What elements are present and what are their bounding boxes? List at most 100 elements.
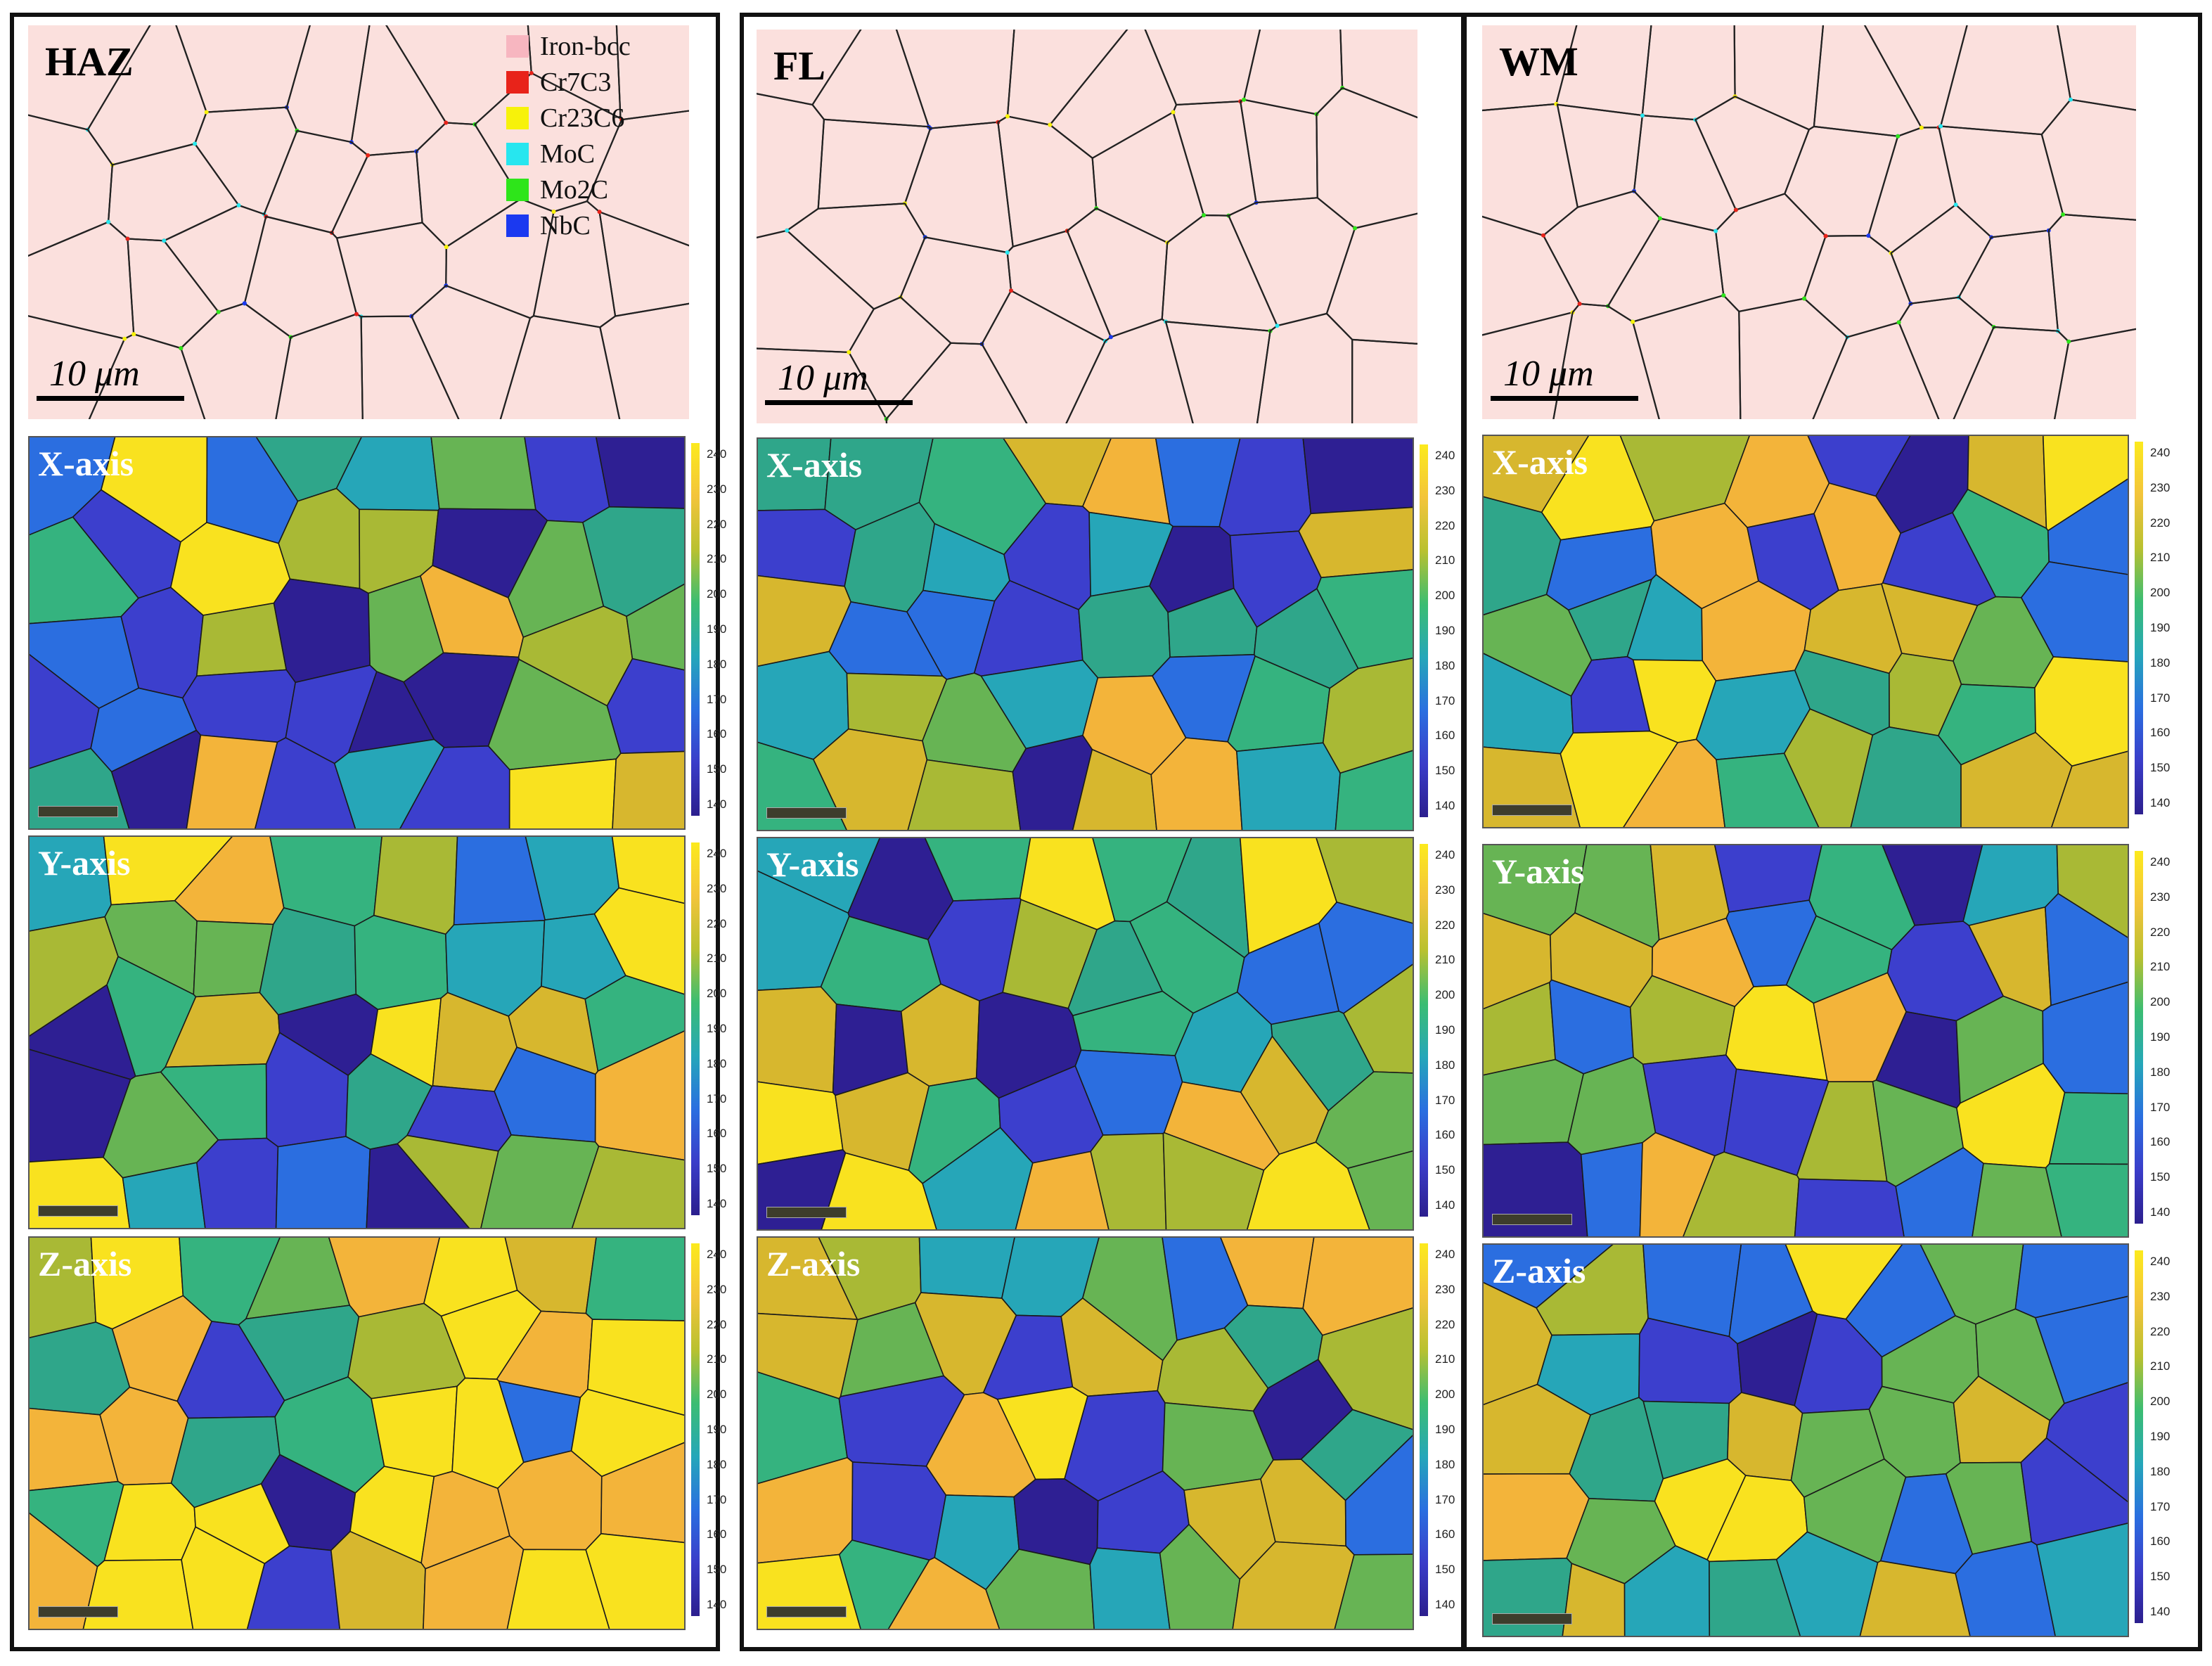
ipf-map-wm-z-axis: Z-axis xyxy=(1482,1243,2129,1637)
colorbar-tick-label: 240 xyxy=(707,1247,727,1261)
grain xyxy=(1346,1151,1413,1229)
grain xyxy=(1727,1392,1803,1481)
grain xyxy=(181,669,297,743)
precipitate-dot xyxy=(354,312,359,316)
grain xyxy=(585,1238,684,1321)
legend-swatch xyxy=(506,142,529,165)
colorbar-tick-label: 180 xyxy=(1435,658,1455,672)
mini-scale-bar xyxy=(38,1205,118,1217)
colorbar: 240 230 220 210 200 190 180 170 160 150 140 xyxy=(691,1243,726,1616)
ipf-map-fl-z-axis: Z-axis xyxy=(757,1236,1414,1630)
colorbar-tick-label: 200 xyxy=(707,1388,727,1402)
grain xyxy=(2044,892,2128,1006)
scale-bar-line xyxy=(1491,396,1638,401)
grain-boundary xyxy=(180,302,292,419)
grain xyxy=(2045,1163,2128,1236)
grain-boundary xyxy=(1227,197,1356,327)
colorbar: 240 230 220 210 200 190 180 170 160 150 140 xyxy=(2135,442,2170,814)
grain xyxy=(1089,1547,1171,1629)
colorbar-tick-label: 220 xyxy=(707,1317,727,1331)
colorbar-gradient xyxy=(691,842,700,1215)
colorbar-tick-label: 140 xyxy=(1435,1198,1455,1212)
grain-boundary xyxy=(28,221,135,340)
colorbar-tick-label: 170 xyxy=(1435,1492,1455,1506)
colorbar-gradient xyxy=(691,1243,700,1616)
legend-label: Iron-bcc xyxy=(540,31,631,61)
scale-bar-label: 10 μm xyxy=(49,354,140,394)
colorbar-tick-label: 230 xyxy=(707,881,727,895)
phase-map-haz: HAZ 10 μm xyxy=(28,25,689,419)
precipitate-dot xyxy=(1713,229,1718,233)
grain xyxy=(1316,569,1413,669)
colorbar-ticks: 240 230 220 210 200 190 180 170 160 150 140 xyxy=(707,842,735,1215)
precipitate-dot xyxy=(2068,97,2073,102)
colorbar-tick-label: 230 xyxy=(2150,1289,2171,1303)
grain-boundary xyxy=(1890,203,1993,305)
axis-label: Z-axis xyxy=(1492,1251,1586,1290)
axis-label: Z-axis xyxy=(766,1244,861,1283)
legend-item: NbC xyxy=(506,207,675,243)
precipitate-dot xyxy=(1275,323,1280,328)
grain xyxy=(2051,750,2128,827)
precipitate-dot xyxy=(1577,302,1582,306)
ipf-grain-map xyxy=(30,437,684,828)
grain xyxy=(606,658,684,755)
grain-boundary xyxy=(1006,229,1112,342)
colorbar-ticks: 240 230 220 210 200 190 180 170 160 150 140 xyxy=(707,443,735,816)
mini-scale-bar xyxy=(1492,1613,1572,1625)
precipitate-dot xyxy=(122,336,127,341)
precipitate-dot xyxy=(125,236,130,241)
precipitate-dot xyxy=(551,210,556,214)
grain xyxy=(2045,1382,2128,1503)
ipf-map-wm-x-axis: X-axis xyxy=(1482,435,2129,828)
colorbar-tick-label: 160 xyxy=(2150,1534,2171,1549)
colorbar-tick-label: 240 xyxy=(707,447,727,461)
scale-bar: 10 μm xyxy=(765,357,913,405)
precipitate-dot xyxy=(242,301,247,306)
legend-label: Cr23C6 xyxy=(540,103,625,133)
colorbar-tick-label: 200 xyxy=(1435,589,1455,603)
grain-boundary xyxy=(811,30,930,128)
precipitate-dot xyxy=(1733,207,1738,212)
grain xyxy=(758,986,837,1094)
grain-boundary xyxy=(193,106,298,215)
grain xyxy=(196,1137,279,1228)
mini-scale-bar xyxy=(38,806,118,817)
colorbar-gradient xyxy=(1420,1243,1428,1616)
colorbar-gradient xyxy=(1420,844,1428,1217)
grain-boundary xyxy=(599,302,689,419)
colorbar-tick-label: 240 xyxy=(2150,854,2171,869)
legend-swatch xyxy=(506,34,529,58)
grain-boundary xyxy=(899,236,1012,345)
mini-scale-bar xyxy=(766,807,847,819)
scale-bar-label: 10 μm xyxy=(778,358,868,398)
grain-boundary xyxy=(1631,294,1742,419)
colorbar-tick-label: 190 xyxy=(2150,1030,2171,1044)
precipitate-dot xyxy=(1896,134,1901,139)
precipitate-dot xyxy=(2066,339,2071,344)
precipitate-dot xyxy=(1658,216,1662,221)
colorbar-tick-label: 230 xyxy=(1435,1282,1455,1296)
colorbar-tick-label: 180 xyxy=(2150,1065,2171,1079)
grain xyxy=(273,578,371,684)
grain-boundary xyxy=(2047,213,2136,342)
ipf-map-haz-x-axis: X-axis xyxy=(28,436,686,830)
precipitate-dot xyxy=(131,332,136,337)
grain xyxy=(907,759,1022,830)
ipf-grain-map xyxy=(758,838,1413,1229)
grain-boundary xyxy=(1957,229,2059,332)
colorbar-tick-label: 200 xyxy=(1435,988,1455,1002)
axis-label: X-axis xyxy=(1492,442,1588,482)
colorbar-tick-label: 170 xyxy=(2150,1499,2171,1513)
grain-boundary xyxy=(275,313,364,419)
grain-boundary xyxy=(107,143,240,242)
colorbar-tick-label: 160 xyxy=(2150,1135,2171,1149)
precipitate-dot xyxy=(1242,97,1247,102)
colorbar-tick-label: 240 xyxy=(707,846,727,860)
grain-boundary xyxy=(1953,326,2070,419)
colorbar-tick-label: 150 xyxy=(1435,764,1455,778)
colorbar-tick-label: 220 xyxy=(1435,918,1455,932)
ipf-grain-map xyxy=(30,1238,684,1629)
precipitate-dot xyxy=(1640,113,1645,118)
precipitate-dot xyxy=(597,210,602,214)
